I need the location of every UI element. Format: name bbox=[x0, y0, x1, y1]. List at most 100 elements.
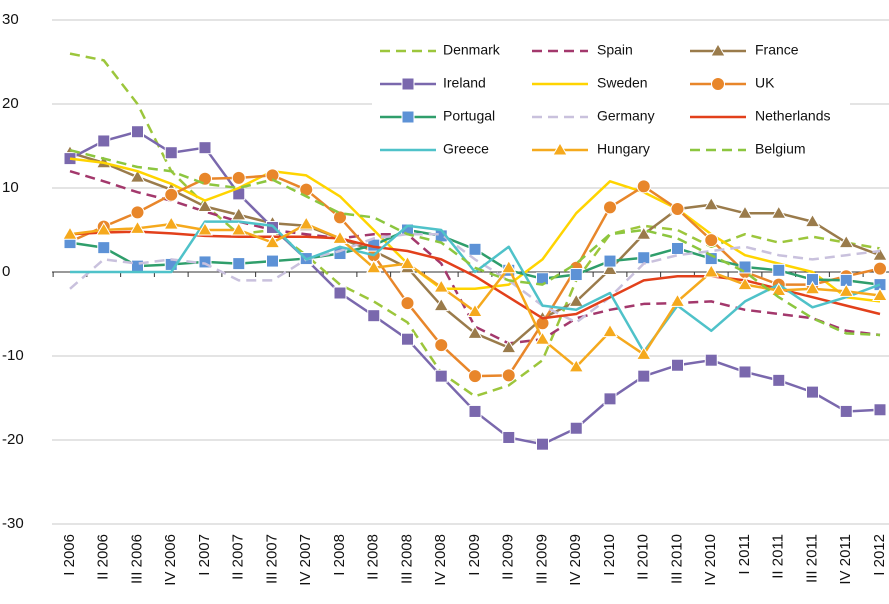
marker bbox=[772, 373, 786, 387]
legend: Denmark Spain France Ireland Sweden UK Portuga… bbox=[372, 33, 850, 167]
marker bbox=[198, 141, 212, 155]
x-tick-label: III 2010 bbox=[668, 534, 685, 584]
marker bbox=[333, 210, 347, 225]
marker bbox=[770, 282, 787, 296]
x-tick-label: III 2007 bbox=[263, 534, 280, 584]
marker bbox=[873, 403, 887, 417]
x-tick-label: II 2011 bbox=[770, 534, 787, 579]
x-tick-label: I 2006 bbox=[61, 534, 78, 576]
marker bbox=[738, 365, 752, 379]
x-tick-label: III 2009 bbox=[533, 534, 550, 584]
marker bbox=[97, 241, 111, 255]
marker bbox=[737, 205, 753, 219]
marker bbox=[433, 279, 450, 293]
marker bbox=[500, 339, 517, 354]
marker bbox=[670, 202, 685, 216]
marker bbox=[737, 276, 753, 291]
marker bbox=[703, 196, 720, 211]
marker bbox=[671, 358, 684, 372]
marker bbox=[838, 234, 855, 249]
marker bbox=[332, 230, 348, 244]
marker bbox=[669, 293, 686, 307]
y-tick-label: -10 bbox=[2, 347, 24, 364]
series-line bbox=[69, 157, 881, 303]
marker bbox=[602, 261, 618, 275]
marker bbox=[872, 287, 888, 302]
x-tick-label: III 2008 bbox=[398, 534, 415, 584]
x-tick-label: IV 2009 bbox=[567, 534, 584, 586]
marker bbox=[265, 168, 280, 183]
x-tick-label: III 2011 bbox=[803, 534, 820, 583]
y-tick-label: 30 bbox=[2, 11, 19, 28]
marker bbox=[637, 369, 651, 383]
marker bbox=[704, 233, 719, 248]
x-tick-label: II 2009 bbox=[500, 534, 517, 580]
marker bbox=[636, 179, 651, 194]
marker bbox=[501, 368, 516, 383]
legend-label: Sweden bbox=[597, 75, 648, 91]
marker bbox=[365, 259, 382, 274]
marker bbox=[230, 206, 247, 221]
y-tick-label: -30 bbox=[2, 515, 24, 532]
x-tick-label: III 2006 bbox=[128, 534, 145, 584]
x-tick-label: IV 2011 bbox=[837, 534, 854, 585]
marker bbox=[500, 259, 517, 274]
marker bbox=[468, 369, 482, 384]
x-tick-label: II 2010 bbox=[635, 534, 652, 580]
marker bbox=[703, 264, 720, 278]
x-tick-label: IV 2007 bbox=[297, 534, 314, 586]
marker bbox=[129, 220, 146, 234]
marker bbox=[231, 170, 246, 185]
marker bbox=[838, 283, 855, 297]
marker bbox=[770, 205, 787, 219]
marker bbox=[164, 187, 179, 202]
marker bbox=[568, 293, 585, 307]
x-tick-label: I 2010 bbox=[601, 534, 618, 576]
marker bbox=[129, 169, 146, 183]
marker bbox=[671, 241, 684, 255]
marker bbox=[536, 437, 549, 451]
marker bbox=[602, 323, 618, 338]
marker bbox=[164, 146, 178, 160]
marker bbox=[502, 430, 516, 444]
marker bbox=[772, 263, 786, 277]
x-tick-label: IV 2006 bbox=[162, 534, 179, 586]
marker bbox=[197, 222, 213, 236]
marker bbox=[704, 353, 718, 367]
marker bbox=[710, 43, 726, 57]
x-tick-label: II 2008 bbox=[365, 534, 382, 580]
y-tick-label: 10 bbox=[2, 179, 19, 196]
y-tick-label: -20 bbox=[2, 431, 24, 448]
marker bbox=[839, 404, 853, 418]
marker bbox=[131, 125, 144, 139]
legend-box bbox=[372, 33, 850, 167]
marker bbox=[468, 242, 482, 256]
marker bbox=[534, 331, 551, 345]
marker bbox=[873, 261, 887, 276]
series-line bbox=[69, 148, 881, 337]
marker bbox=[367, 309, 381, 323]
marker bbox=[635, 346, 652, 360]
legend-label: Belgium bbox=[755, 141, 806, 157]
x-tick-label: I 2007 bbox=[196, 534, 213, 576]
x-tick-label: I 2012 bbox=[871, 534, 888, 576]
legend-label: France bbox=[755, 42, 799, 58]
marker bbox=[434, 369, 448, 383]
marker bbox=[552, 142, 568, 156]
x-tick-label: I 2011 bbox=[736, 534, 753, 575]
x-tick-label: IV 2008 bbox=[432, 534, 449, 586]
marker bbox=[711, 77, 725, 91]
legend-label: Denmark bbox=[443, 42, 501, 58]
marker bbox=[399, 255, 416, 270]
marker bbox=[434, 338, 449, 353]
legend-label: Greece bbox=[443, 141, 489, 157]
y-tick-label: 20 bbox=[2, 95, 19, 112]
marker bbox=[401, 77, 415, 91]
marker bbox=[603, 200, 617, 215]
marker bbox=[467, 303, 483, 317]
marker bbox=[872, 247, 888, 261]
legend-label: Spain bbox=[597, 42, 633, 58]
marker bbox=[603, 392, 617, 406]
